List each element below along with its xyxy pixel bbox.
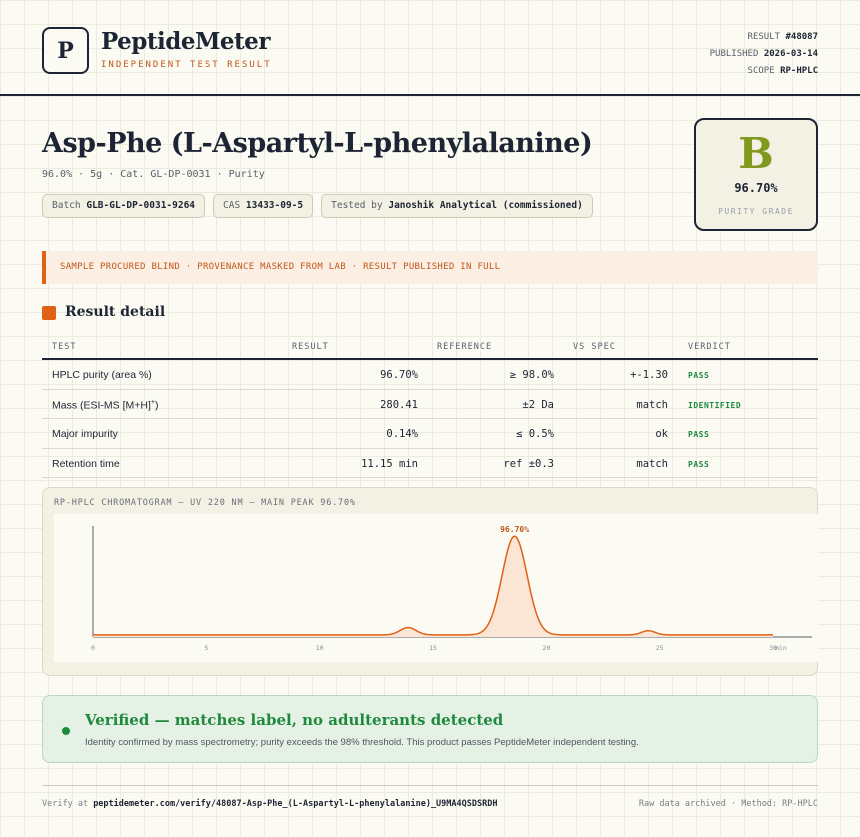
table-row: Retention time 11.15 min ref ±0.3 match … bbox=[42, 449, 818, 478]
batch-value: GLB-GL-DP-0031-9264 bbox=[86, 200, 196, 211]
tested-value: Janoshik Analytical (commissioned) bbox=[388, 200, 583, 211]
verify-label: Verify at bbox=[42, 799, 89, 809]
product-title: Asp-Phe (L-Aspartyl-L-phenylalanine) bbox=[42, 128, 593, 159]
cell-reference: ±2 Da bbox=[522, 398, 554, 411]
x-tick-label: 5 bbox=[204, 644, 208, 652]
result-table: TEST RESULT REFERENCE VS SPEC VERDICT HP… bbox=[42, 339, 818, 478]
cell-result: 280.41 bbox=[380, 398, 418, 411]
product-chips: Batch GLB-GL-DP-0031-9264 CAS 13433-09-5… bbox=[42, 194, 593, 218]
verified-dot-icon bbox=[62, 727, 70, 735]
peak-label: 96.70% bbox=[500, 525, 529, 534]
header-reference: REFERENCE bbox=[437, 342, 493, 352]
chromatogram-card: RP-HPLC CHROMATOGRAM — UV 220 NM — MAIN … bbox=[42, 487, 818, 676]
chart-caption: RP-HPLC CHROMATOGRAM — UV 220 NM — MAIN … bbox=[54, 498, 356, 508]
table-row: Major impurity 0.14% ≤ 0.5% ok PASS bbox=[42, 419, 818, 449]
result-label: RESULT bbox=[747, 32, 781, 42]
grade-label: PURITY GRADE bbox=[718, 207, 794, 216]
scope-label: SCOPE bbox=[747, 66, 775, 76]
cell-test: Mass (ESI-MS [M+H]+) bbox=[52, 399, 158, 412]
header-result: RESULT bbox=[292, 342, 329, 352]
cas-chip: CAS 13433-09-5 bbox=[213, 194, 314, 218]
x-unit-label: min bbox=[775, 644, 787, 652]
cell-reference: ≤ 0.5% bbox=[516, 428, 554, 440]
result-meta: RESULT #48087 PUBLISHED 2026-03-14 SCOPE… bbox=[710, 29, 818, 80]
result-number: #48087 bbox=[785, 32, 818, 42]
brand-name: PeptideMeter bbox=[101, 28, 270, 55]
brand-logo: P bbox=[42, 27, 89, 74]
tested-by-chip: Tested by Janoshik Analytical (commissio… bbox=[321, 194, 593, 218]
x-tick-label: 30 bbox=[769, 644, 777, 652]
brand-tagline: INDEPENDENT TEST RESULT bbox=[101, 60, 272, 70]
verified-text: Identity confirmed by mass spectrometry;… bbox=[85, 737, 639, 748]
footer-archive-note: Raw data archived · Method: RP-HPLC bbox=[638, 799, 818, 809]
table-row: HPLC purity (area %) 96.70% ≥ 98.0% +-1.… bbox=[42, 360, 818, 390]
cell-test-close: ) bbox=[154, 399, 159, 411]
header-test: TEST bbox=[52, 342, 77, 352]
cell-verdict: PASS bbox=[688, 459, 710, 469]
cell-result: 96.70% bbox=[380, 369, 418, 381]
cell-vs-spec: match bbox=[636, 398, 668, 411]
grade-letter: B bbox=[738, 129, 774, 178]
cell-reference: ref ±0.3 bbox=[503, 457, 554, 470]
batch-chip: Batch GLB-GL-DP-0031-9264 bbox=[42, 194, 206, 218]
x-tick-label: 10 bbox=[316, 644, 324, 652]
footer-verify: Verify at peptidemeter.com/verify/48087-… bbox=[42, 799, 497, 809]
x-tick-label: 20 bbox=[542, 644, 550, 652]
header-vs-spec: VS SPEC bbox=[573, 342, 616, 352]
header-verdict: VERDICT bbox=[688, 342, 731, 352]
cell-result: 11.15 min bbox=[361, 457, 418, 470]
table-header: TEST RESULT REFERENCE VS SPEC VERDICT bbox=[42, 339, 818, 360]
x-tick-label: 0 bbox=[91, 644, 95, 652]
verified-banner: Verified — matches label, no adulterants… bbox=[42, 695, 818, 763]
x-tick-label: 15 bbox=[429, 644, 437, 652]
cell-test-text: Mass (ESI-MS [M+H] bbox=[52, 399, 151, 411]
cell-result: 0.14% bbox=[386, 428, 418, 440]
cell-test: HPLC purity (area %) bbox=[52, 369, 152, 381]
product-subtitle: 96.0% · 5g · Cat. GL-DP-0031 · Purity bbox=[42, 169, 265, 180]
batch-label: Batch bbox=[52, 200, 81, 211]
cell-test: Major impurity bbox=[52, 428, 118, 440]
header-divider bbox=[0, 94, 860, 96]
grade-value: 96.70% bbox=[734, 181, 778, 195]
section-title: Result detail bbox=[65, 304, 166, 320]
chart-area: 96.70% 0 5 10 15 20 25 30 min bbox=[54, 514, 818, 662]
cell-verdict: PASS bbox=[688, 371, 710, 380]
published-date: 2026-03-14 bbox=[763, 49, 818, 59]
cas-label: CAS bbox=[223, 200, 241, 211]
x-tick-label: 25 bbox=[656, 644, 664, 652]
cas-value: 13433-09-5 bbox=[245, 200, 304, 211]
procurement-notice: SAMPLE PROCURED BLIND · PROVENANCE MASKE… bbox=[42, 251, 818, 284]
cell-test: Retention time bbox=[52, 457, 120, 470]
scope-value: RP-HPLC bbox=[780, 66, 818, 76]
purity-grade-card: B 96.70% PURITY GRADE bbox=[694, 118, 818, 231]
chromatogram-line bbox=[93, 535, 773, 636]
cell-test-sup: + bbox=[150, 398, 155, 406]
section-marker bbox=[42, 306, 56, 320]
verified-title: Verified — matches label, no adulterants… bbox=[85, 711, 504, 729]
cell-verdict: IDENTIFIED bbox=[688, 400, 742, 410]
cell-vs-spec: match bbox=[636, 457, 668, 470]
published-label: PUBLISHED bbox=[709, 49, 759, 59]
tested-label: Tested by bbox=[331, 200, 383, 211]
footer-divider bbox=[42, 785, 818, 786]
verify-link[interactable]: peptidemeter.com/verify/48087-Asp-Phe_(L… bbox=[93, 799, 498, 809]
cell-verdict: PASS bbox=[688, 430, 710, 439]
table-row: Mass (ESI-MS [M+H]+) 280.41 ±2 Da match … bbox=[42, 390, 818, 419]
cell-vs-spec: +-1.30 bbox=[630, 369, 668, 381]
chromatogram-fill bbox=[93, 536, 773, 637]
cell-reference: ≥ 98.0% bbox=[509, 369, 554, 381]
cell-vs-spec: ok bbox=[655, 428, 668, 440]
